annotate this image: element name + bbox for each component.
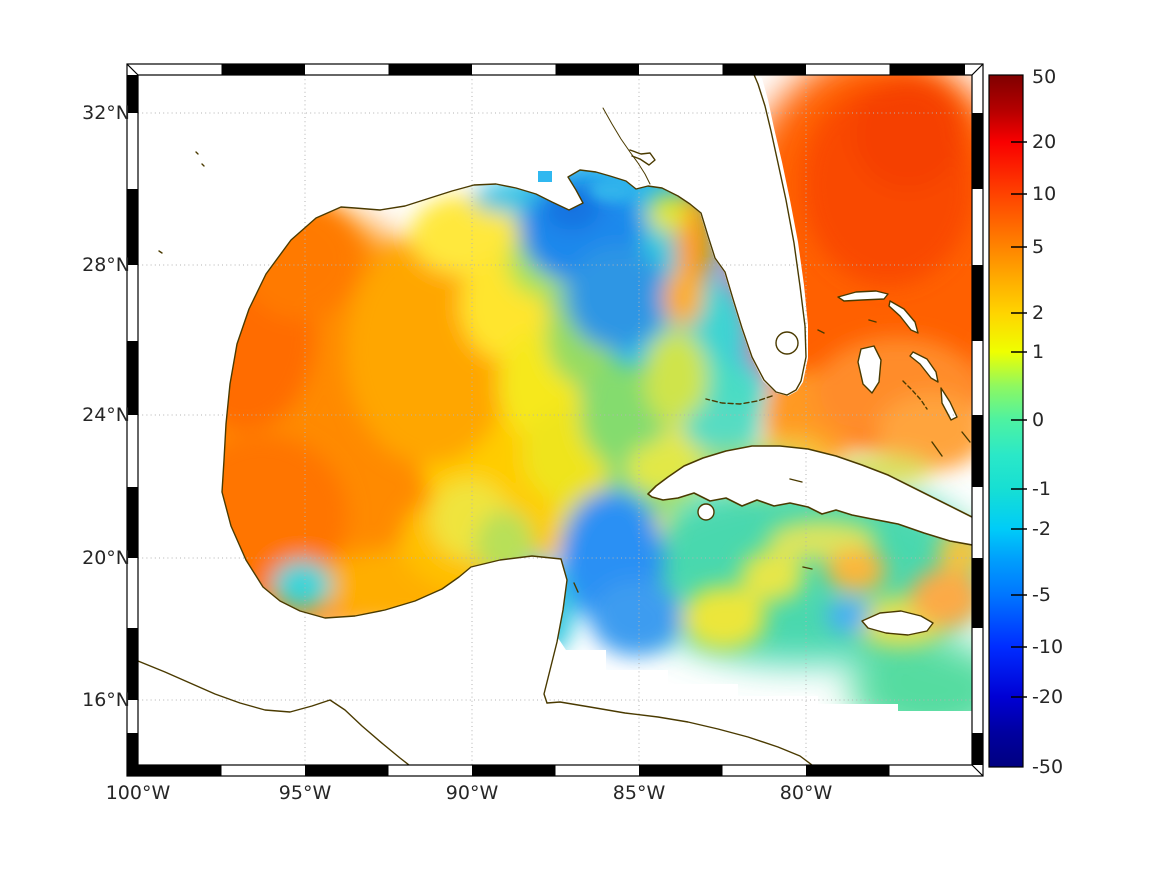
colorbar bbox=[988, 74, 1027, 768]
mainland-mask bbox=[138, 75, 972, 765]
exuma-chain bbox=[902, 380, 928, 410]
cbar-label-m5: -5 bbox=[1032, 584, 1051, 606]
frame-right bbox=[972, 75, 983, 765]
andros-outline bbox=[857, 345, 882, 394]
cbar-label-m1: -1 bbox=[1032, 478, 1051, 500]
andros-mask bbox=[858, 346, 881, 393]
lon-tick-label-100w: 100°W bbox=[105, 782, 171, 804]
frame-bottom bbox=[138, 765, 972, 776]
isla-juventud-mask bbox=[698, 504, 714, 520]
coastal-specks bbox=[158, 151, 205, 254]
eleuthera-outline bbox=[909, 351, 939, 383]
lon-tick-label-80w: 80°W bbox=[779, 782, 833, 804]
lon-tick-label-85w: 85°W bbox=[612, 782, 666, 804]
offshore-island-hook bbox=[629, 149, 656, 166]
cuba-mask bbox=[648, 446, 972, 545]
eleuthera-mask bbox=[910, 352, 938, 382]
jamaica-mask bbox=[862, 611, 933, 635]
lat-tick-label-24n: 24°N bbox=[82, 404, 130, 426]
cbar-label-2: 2 bbox=[1032, 302, 1045, 324]
map-frame bbox=[126, 63, 984, 777]
lat-tick-label-32n: 32°N bbox=[82, 102, 130, 124]
cbar-label-m10: -10 bbox=[1032, 636, 1064, 658]
small-cays bbox=[573, 319, 971, 593]
cbar-label-m50: -50 bbox=[1032, 756, 1064, 778]
frame-corner-bl bbox=[127, 765, 138, 776]
land-mask bbox=[138, 75, 972, 765]
cbar-label-50: 50 bbox=[1032, 66, 1057, 88]
grand-bahama-mask bbox=[838, 291, 888, 301]
gulf-coastline bbox=[221, 75, 807, 704]
cbar-label-m2: -2 bbox=[1032, 518, 1051, 540]
long-island-outline bbox=[940, 387, 958, 421]
frame-left bbox=[127, 75, 138, 765]
lat-tick-label-16n: 16°N bbox=[82, 689, 130, 711]
gridlines bbox=[138, 75, 972, 765]
lake-okeechobee bbox=[775, 331, 799, 355]
jamaica-coastline bbox=[861, 610, 934, 636]
grand-bahama-outline bbox=[837, 290, 889, 302]
lon-tick-label-90w: 90°W bbox=[445, 782, 499, 804]
lon-tick-label-95w: 95°W bbox=[278, 782, 332, 804]
colorbar-gradient bbox=[988, 74, 1024, 768]
cuba-coastline bbox=[647, 445, 972, 546]
frame-top bbox=[138, 64, 972, 75]
cbar-label-5: 5 bbox=[1032, 236, 1045, 258]
abaco-outline bbox=[888, 300, 919, 334]
florida-keys bbox=[705, 395, 773, 405]
abaco-mask bbox=[889, 301, 918, 333]
cbar-label-m20: -20 bbox=[1032, 686, 1064, 708]
long-island-mask bbox=[941, 388, 957, 420]
lat-tick-label-20n: 20°N bbox=[82, 547, 130, 569]
bay-data-pixel bbox=[538, 171, 552, 182]
coastlines bbox=[138, 75, 972, 765]
cbar-label-0: 0 bbox=[1032, 409, 1045, 431]
cbar-label-1: 1 bbox=[1032, 341, 1045, 363]
lat-tick-label-28n: 28°N bbox=[82, 254, 130, 276]
apalachicola-river bbox=[602, 107, 651, 185]
isla-juventud-outline bbox=[697, 503, 715, 521]
honduras-coastline bbox=[546, 701, 813, 765]
cbar-label-10: 10 bbox=[1032, 183, 1057, 205]
cbar-label-20: 20 bbox=[1032, 131, 1057, 153]
pacific-coastline bbox=[138, 660, 410, 765]
colorbar-ticks bbox=[1011, 141, 1027, 698]
